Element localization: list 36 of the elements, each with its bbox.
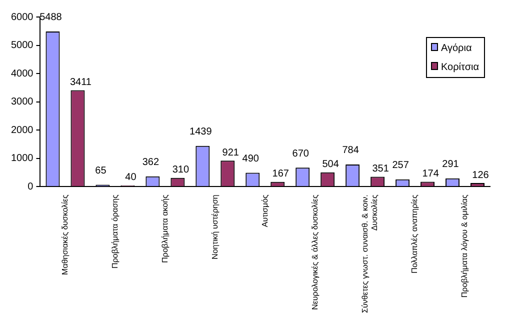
x-tick-label: Προβλήματα λόγου & ομιλίας xyxy=(460,194,470,298)
data-label: 257 xyxy=(392,160,410,172)
data-label: 490 xyxy=(242,154,260,165)
y-tick-label: 4000 xyxy=(10,68,34,80)
x-tick-label: Μαθησιακές δυσκολίες xyxy=(60,194,70,275)
x-tick-label: Αυτισμός xyxy=(260,194,270,228)
data-label: 167 xyxy=(272,168,290,180)
data-label: 291 xyxy=(442,159,460,170)
data-label: 670 xyxy=(292,148,310,160)
data-label: 3411 xyxy=(70,76,92,88)
data-label: 504 xyxy=(322,159,340,170)
data-label: 65 xyxy=(95,166,107,177)
y-tick-label: 6000 xyxy=(10,12,34,23)
data-label: 310 xyxy=(172,164,190,176)
y-tick-label: 1000 xyxy=(10,153,34,164)
x-tick-label: Σύνθετες γνωστ. συναισθ. & κοιν. Δυσκολίες xyxy=(360,194,379,314)
data-label: 362 xyxy=(142,157,160,168)
data-label: 351 xyxy=(372,163,390,174)
y-tick-label: 3000 xyxy=(10,96,34,108)
x-tick-label: Προβλήματα όρασης xyxy=(110,194,120,268)
data-label: 1439 xyxy=(190,126,212,138)
y-tick-label: 5000 xyxy=(10,40,34,52)
data-label: 174 xyxy=(422,168,440,180)
legend-label: Κορίτσια xyxy=(441,62,480,73)
x-tick-label: Νοητική υστέρηση xyxy=(210,194,220,260)
legend-label: Αγόρια xyxy=(441,42,472,54)
x-tick-label: Πολλαπλές αναπηρίες xyxy=(410,194,420,274)
data-label: 921 xyxy=(222,147,240,158)
data-label: 784 xyxy=(342,145,360,156)
data-label: 126 xyxy=(472,170,490,181)
data-label: 40 xyxy=(125,172,137,184)
y-tick-label: 0 xyxy=(28,181,34,192)
data-label: 5488 xyxy=(40,12,62,24)
x-tick-label: Νευρολογικές & άλλες δυσκολίες xyxy=(310,194,320,310)
x-tick-label: Προβλήματα ακοής xyxy=(160,194,170,263)
y-tick-label: 2000 xyxy=(10,124,34,136)
